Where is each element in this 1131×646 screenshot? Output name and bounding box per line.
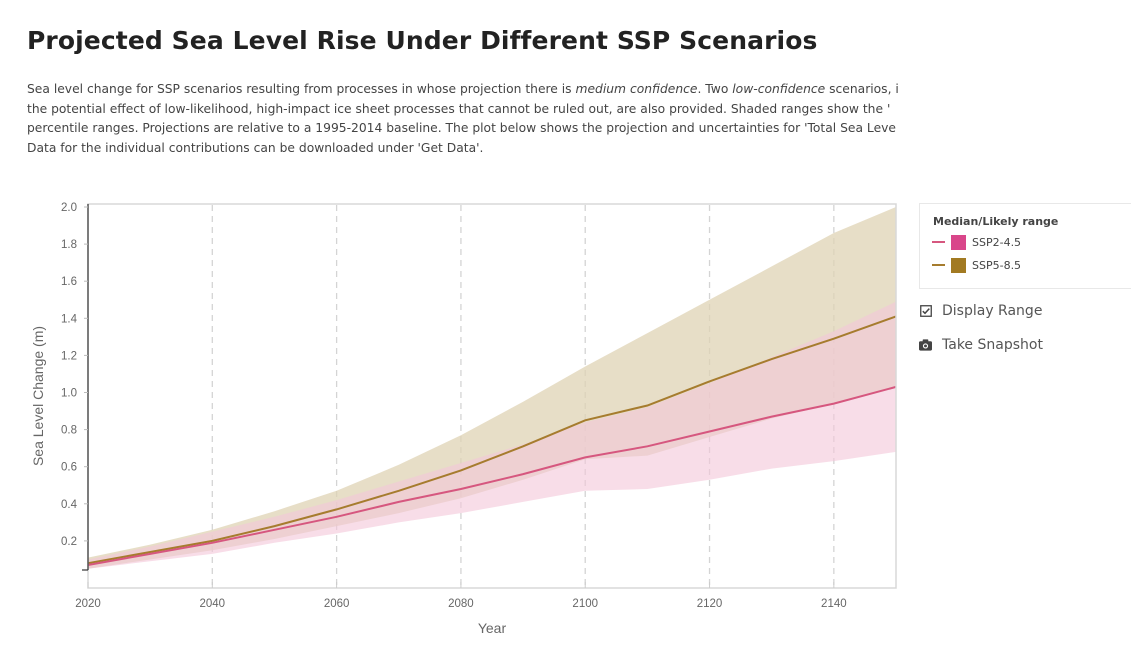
- range-band-ssp2-4-5: [88, 301, 896, 569]
- legend-swatch-ssp2-4-5: [951, 234, 966, 250]
- x-tick-label: 2020: [75, 598, 101, 610]
- x-tick-label: 2060: [324, 598, 350, 610]
- checkbox-checked-icon[interactable]: [919, 305, 932, 318]
- legend-label: SSP2-4.5: [972, 235, 1022, 249]
- y-tick-label: 0.8: [61, 425, 77, 437]
- y-tick-label: 0.4: [61, 499, 78, 511]
- legend: Median/Likely range SSP2-4.5 SSP5-8.5: [919, 203, 1131, 289]
- legend-item-ssp2-4-5[interactable]: SSP2-4.5: [932, 234, 1021, 250]
- x-axis-ticks: 2020 2040 2060 2080 2100 2120 2140: [75, 582, 847, 610]
- take-snapshot-button[interactable]: Take Snapshot: [919, 337, 1043, 353]
- legend-swatch-ssp5-8-5: [951, 257, 966, 273]
- y-tick-label: 2.0: [61, 202, 77, 214]
- display-range-label: Display Range: [942, 303, 1043, 319]
- camera-icon: [919, 339, 932, 352]
- median-lines: [87, 315, 897, 566]
- y-tick-label: 1.0: [61, 388, 77, 400]
- description-line-3: percentile ranges. Projections are relat…: [27, 121, 896, 135]
- legend-item-ssp5-8-5[interactable]: SSP5-8.5: [932, 257, 1021, 273]
- y-tick-label: 0.2: [61, 536, 77, 548]
- x-tick-label: 2040: [200, 598, 226, 610]
- y-axis-label: Sea Level Change (m): [30, 326, 46, 466]
- chart-description: Sea level change for SSP scenarios resul…: [27, 80, 1131, 158]
- x-tick-label: 2100: [572, 598, 598, 610]
- legend-title: Median/Likely range: [933, 215, 1059, 228]
- median-line-ssp5-8-5: [87, 315, 897, 565]
- y-tick-label: 0.6: [61, 462, 77, 474]
- x-axis-label: Year: [478, 620, 507, 636]
- y-axis-ticks: 0.2 0.4 0.6 0.8 1.0 1.2 1.4 1.6 1.8 2.0: [61, 202, 88, 548]
- y-tick-label: 1.6: [61, 276, 77, 288]
- page-title: Projected Sea Level Rise Under Different…: [27, 26, 818, 55]
- description-line-1: Sea level change for SSP scenarios resul…: [27, 82, 899, 96]
- y-tick-label: 1.4: [61, 313, 78, 325]
- description-line-2: the potential effect of low-likelihood, …: [27, 101, 891, 116]
- legend-line-ssp2-4-5: [932, 241, 945, 243]
- legend-line-ssp5-8-5: [932, 264, 945, 266]
- x-tick-label: 2120: [697, 598, 723, 610]
- x-tick-label: 2140: [821, 598, 847, 610]
- x-tick-label: 2080: [448, 598, 474, 610]
- legend-label: SSP5-8.5: [972, 258, 1022, 272]
- y-tick-label: 1.8: [61, 239, 77, 251]
- display-range-toggle[interactable]: Display Range: [919, 303, 1042, 319]
- y-tick-label: 1.2: [61, 350, 77, 362]
- range-bands: [88, 207, 896, 569]
- median-line-ssp2-4-5: [87, 385, 897, 566]
- sea-level-chart: 0.20.40.60.81.01.21.41.61.82.0 2020 2040 2…: [30, 202, 897, 636]
- description-line-4: Data for the individual contributions ca…: [27, 140, 484, 155]
- take-snapshot-label: Take Snapshot: [942, 337, 1043, 353]
